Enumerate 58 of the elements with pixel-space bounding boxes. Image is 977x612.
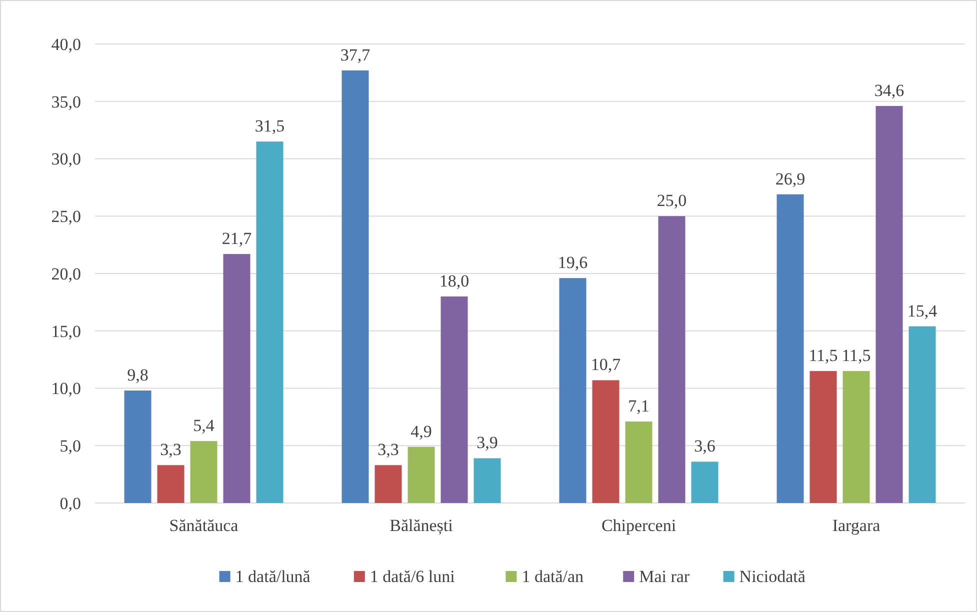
bar	[842, 371, 870, 503]
bar	[342, 70, 369, 503]
y-tick-label: 20,0	[51, 264, 81, 284]
bar	[776, 194, 804, 503]
data-label: 21,7	[222, 228, 252, 248]
bar	[474, 458, 501, 503]
data-label: 15,4	[907, 301, 938, 320]
bar	[658, 216, 686, 503]
data-label: 3,9	[476, 433, 498, 452]
bar	[691, 462, 718, 503]
y-tick-label: 5,0	[60, 436, 81, 456]
legend-label: 1 dată/lună	[235, 567, 311, 586]
bar	[592, 380, 620, 503]
data-label: 34,6	[874, 80, 904, 100]
data-label: 11,5	[808, 346, 838, 366]
y-tick-label: 40,0	[51, 34, 81, 54]
y-tick-label: 10,0	[51, 379, 81, 398]
bar	[876, 106, 903, 503]
data-label: 3,3	[160, 440, 182, 460]
data-label: 5,4	[193, 416, 215, 436]
x-tick-label: Bălănești	[390, 516, 454, 535]
legend-label: Mai rar	[639, 567, 690, 586]
bar	[157, 465, 184, 503]
data-label: 3,3	[378, 440, 399, 460]
bar	[440, 296, 468, 503]
legend-label: 1 dată/an	[522, 567, 584, 586]
data-label: 3,6	[694, 436, 716, 456]
data-label: 4,9	[410, 422, 432, 441]
bar	[908, 326, 936, 503]
y-tick-label: 0,0	[60, 494, 81, 513]
bar	[408, 446, 435, 503]
data-label: 26,9	[775, 169, 806, 188]
bar	[625, 422, 652, 503]
bar	[256, 142, 284, 503]
y-tick-label: 15,0	[51, 322, 81, 341]
data-label: 11,5	[842, 346, 871, 366]
data-label: 19,6	[558, 253, 588, 272]
data-label: 31,5	[254, 116, 285, 136]
data-label: 25,0	[656, 191, 687, 210]
x-tick-label: Iargara	[832, 516, 881, 535]
data-label: 7,1	[628, 396, 650, 416]
data-label: 37,7	[340, 45, 371, 64]
bar	[190, 441, 218, 503]
bar	[223, 254, 250, 503]
x-tick-label: Sănătăuca	[169, 516, 239, 535]
bar	[124, 390, 152, 503]
x-tick-label: Chiperceni	[601, 516, 676, 535]
data-label: 9,8	[127, 366, 148, 385]
data-label: 10,7	[590, 355, 622, 374]
y-tick-label: 35,0	[51, 92, 81, 112]
bar	[559, 278, 586, 503]
data-label: 18,0	[439, 271, 470, 290]
y-tick-label: 25,0	[51, 207, 81, 226]
bar	[374, 465, 402, 503]
y-tick-label: 30,0	[51, 150, 81, 169]
legend-label: 1 dată/6 luni	[370, 567, 456, 586]
legend-label: Niciodată	[739, 567, 806, 586]
bar	[810, 371, 837, 503]
